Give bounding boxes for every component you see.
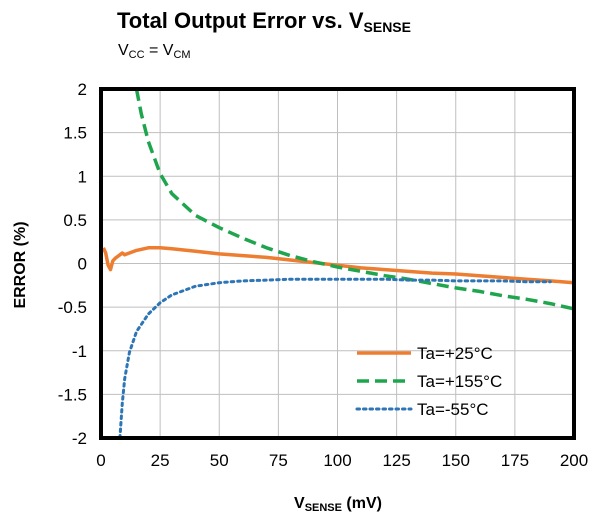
chart-title-main: Total Output Error vs. V <box>117 8 364 33</box>
chart-title: Total Output Error vs. VSENSE <box>117 8 411 35</box>
x-axis-label-v: V <box>294 495 305 512</box>
x-tick-label: 125 <box>382 451 410 470</box>
x-tick-label: 0 <box>96 451 105 470</box>
series-line-0 <box>101 246 574 285</box>
legend-label-1: Ta=+155°C <box>417 372 502 391</box>
series-line-2 <box>118 277 552 438</box>
y-tick-label: 1 <box>78 167 87 186</box>
x-tick-label: 75 <box>269 451 288 470</box>
chart-subtitle: VCC = VCM <box>118 42 191 61</box>
x-axis-label: VSENSE (mV) <box>294 495 382 514</box>
legend-label-0: Ta=+25°C <box>417 344 493 363</box>
subtitle-v1-sub: CC <box>129 49 145 61</box>
y-tick-label: 1.5 <box>63 124 87 143</box>
x-tick-label: 25 <box>151 451 170 470</box>
chart-title-sub: SENSE <box>364 19 411 35</box>
y-tick-label: -2 <box>72 429 87 448</box>
y-tick-label: -1 <box>72 342 87 361</box>
y-tick-label: 2 <box>78 80 87 99</box>
y-tick-label: 0.5 <box>63 211 87 230</box>
y-tick-label: -0.5 <box>58 298 87 317</box>
x-tick-label: 175 <box>501 451 529 470</box>
x-tick-label: 200 <box>560 451 588 470</box>
x-tick-label: 100 <box>323 451 351 470</box>
x-tick-label: 150 <box>442 451 470 470</box>
y-axis-label: ERROR (%) <box>12 221 29 308</box>
series-line-1 <box>134 89 574 311</box>
plot-frame <box>99 87 576 440</box>
subtitle-v2-sub: CM <box>173 49 190 61</box>
x-axis-label-unit: (mV) <box>342 495 382 512</box>
x-axis-label-sub: SENSE <box>305 502 342 514</box>
x-tick-label: 50 <box>210 451 229 470</box>
y-tick-label: -1.5 <box>58 385 87 404</box>
legend-label-2: Ta=-55°C <box>417 400 489 419</box>
tick-labels: 0 25 50 75 100 125 150 175 200 2 1.5 1 0.5 0 -0.5 -1 -1.… <box>58 80 588 470</box>
series-lines <box>101 89 574 438</box>
y-tick-label: 0 <box>78 255 87 274</box>
legend: Ta=+25°C Ta=+155°C Ta=-55°C <box>355 344 502 419</box>
subtitle-eq: = V <box>145 42 174 59</box>
subtitle-v1: V <box>118 42 129 59</box>
